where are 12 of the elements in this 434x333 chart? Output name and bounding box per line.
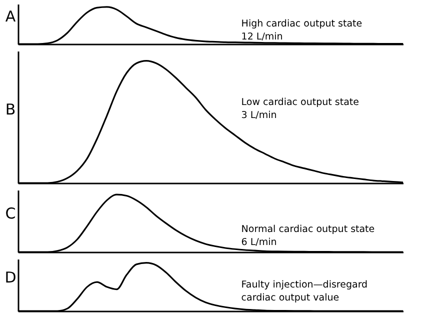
annotation: cardiac output value [241,292,340,304]
annotation: Normal cardiac output state [241,224,375,236]
annotation: 6 L/min [241,237,277,248]
y-axis-title: A [5,8,16,26]
y-axis-title: C [5,204,16,222]
annotation: High cardiac output state [241,18,362,30]
y-axis-title: D [4,268,16,286]
annotation: Low cardiac output state [241,96,360,108]
annotation: Faulty injection—disregard [241,280,368,290]
annotation: 12 L/min [241,32,283,42]
annotation: 3 L/min [241,110,277,121]
y-axis-title: B [5,100,16,118]
